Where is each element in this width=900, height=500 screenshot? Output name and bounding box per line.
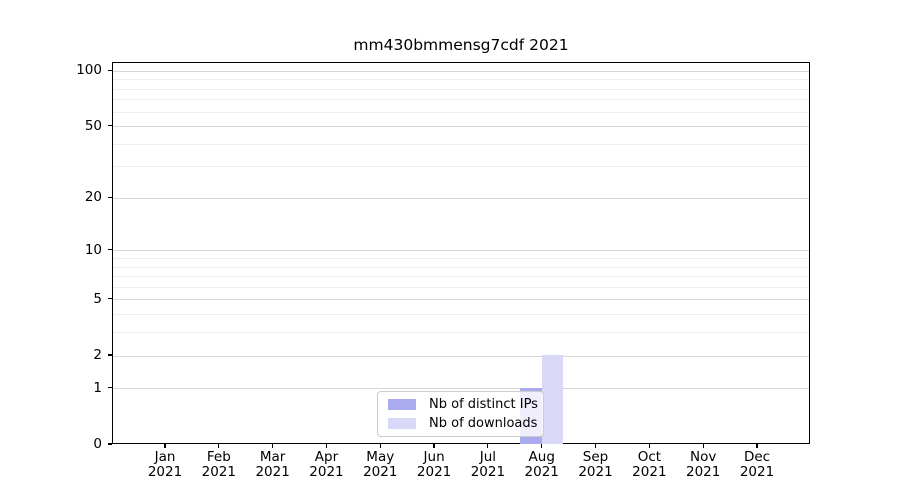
y-tick-label: 20 [84, 189, 102, 206]
minor-gridline [113, 314, 809, 316]
x-tick-label: Sep 2021 [578, 449, 613, 480]
minor-gridline [113, 99, 809, 101]
legend-label: Nb of distinct IPs [429, 396, 538, 412]
major-gridline [113, 355, 809, 357]
y-tick-mark [108, 298, 112, 300]
x-tick-mark [594, 444, 597, 448]
downloads-swatch-icon [388, 418, 416, 430]
x-tick-label: Jul 2021 [470, 449, 506, 480]
y-tick-mark [108, 196, 112, 198]
major-gridline [113, 126, 809, 127]
minor-gridline [113, 111, 809, 113]
x-tick-mark [756, 444, 758, 448]
x-tick-label: May 2021 [363, 449, 398, 480]
minor-gridline [113, 79, 809, 81]
minor-gridline [113, 88, 809, 90]
y-tick-mark [108, 443, 112, 445]
minor-gridline [113, 257, 809, 259]
x-tick-mark [433, 444, 435, 448]
y-tick-label: 10 [84, 241, 102, 258]
minor-gridline [113, 166, 809, 168]
y-tick-mark [108, 69, 112, 71]
y-tick-label: 5 [93, 290, 102, 307]
x-tick-label: Mar 2021 [255, 449, 290, 480]
y-tick-mark [108, 249, 112, 251]
y-tick-mark [108, 124, 112, 127]
minor-gridline [113, 286, 809, 288]
distinct-ips-swatch-icon [388, 398, 416, 410]
x-tick-label: Oct 2021 [632, 449, 667, 480]
major-gridline [113, 197, 809, 199]
y-tick-label: 0 [93, 436, 102, 452]
x-tick-label: Jun 2021 [416, 449, 452, 480]
y-tick-label: 100 [76, 62, 102, 79]
x-tick-label: Apr 2021 [309, 449, 344, 480]
x-tick-mark [218, 444, 220, 448]
x-tick-label: Nov 2021 [685, 449, 721, 480]
minor-gridline [113, 332, 809, 334]
x-tick-mark [541, 444, 543, 448]
chart-title: mm430bmmensg7cdf 2021 [353, 36, 569, 54]
x-tick-mark [648, 444, 650, 448]
legend-item-downloads: Nb of downloads [386, 416, 538, 433]
x-tick-mark [164, 444, 166, 448]
minor-gridline [113, 276, 809, 278]
x-tick-label: Jan 2021 [147, 449, 183, 480]
x-tick-mark [272, 444, 274, 448]
plot-area [112, 62, 810, 444]
x-tick-label: Dec 2021 [739, 449, 775, 480]
x-tick-label: Feb 2021 [201, 449, 236, 480]
legend-item-distinct-ips: Nb of distinct IPs [386, 396, 538, 413]
y-tick-label: 2 [93, 347, 102, 363]
y-tick-label: 1 [93, 379, 102, 396]
major-gridline [113, 388, 809, 390]
x-tick-mark [379, 444, 381, 448]
x-tick-mark [487, 444, 489, 448]
x-tick-label: Aug 2021 [524, 449, 559, 480]
y-tick-label: 50 [84, 117, 102, 134]
minor-gridline [113, 143, 809, 145]
legend: Nb of distinct IPs Nb of downloads [377, 391, 544, 437]
legend-label: Nb of downloads [429, 416, 538, 432]
major-gridline [113, 250, 809, 252]
minor-gridline [113, 266, 809, 268]
major-gridline [113, 299, 809, 301]
y-tick-mark [108, 387, 112, 389]
y-tick-mark [108, 354, 112, 356]
major-gridline [113, 70, 809, 72]
x-tick-mark [702, 444, 704, 448]
x-tick-mark [325, 444, 328, 448]
bar-nb-of-downloads [541, 354, 564, 444]
